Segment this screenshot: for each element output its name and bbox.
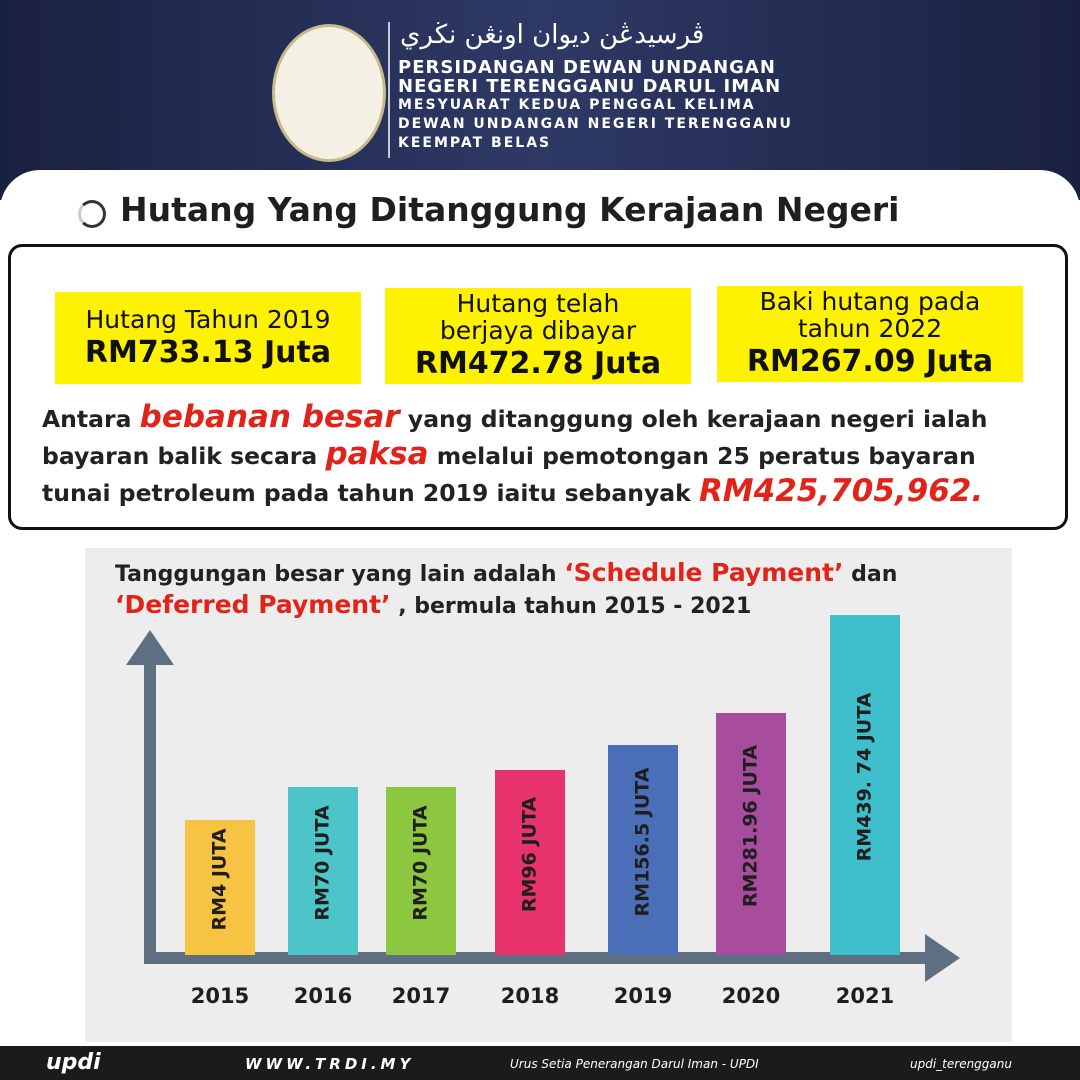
header-line: PERSIDANGAN DEWAN UNDANGAN (398, 57, 776, 78)
footer-social: updi_terengganu (910, 1057, 1012, 1071)
emphasis: ‘Schedule Payment’ (564, 558, 844, 587)
bar (495, 770, 565, 955)
year-label: 2018 (501, 984, 559, 1008)
text: Antara (42, 405, 140, 433)
emphasis: ‘Deferred Payment’ (115, 590, 391, 619)
bar-label: RM4 JUTA (209, 828, 231, 930)
text: melalui pemotongan 25 peratus bayaran tu… (42, 442, 976, 507)
year-label: 2021 (836, 984, 894, 1008)
card: Hutang telah berjaya dibayar RM472.78 Juta (385, 288, 691, 384)
emphasis: paksa (325, 436, 429, 472)
header-line: DEWAN UNDANGAN NEGERI TERENGGANU (398, 116, 793, 132)
card-label: tahun 2022 (797, 314, 943, 343)
card-amount: RM472.78 Juta (414, 346, 662, 381)
section-title: Hutang Yang Ditanggung Kerajaan Negeri (120, 190, 900, 229)
paragraph: Antara bebanan besar yang ditanggung ole… (42, 400, 1052, 511)
separator (388, 22, 390, 158)
emphasis: RM425,705,962. (698, 473, 984, 509)
footer-logo: updi (46, 1050, 101, 1075)
bar (185, 820, 255, 955)
text: dan (843, 562, 898, 587)
bar (386, 787, 456, 955)
header-lines: PERSIDANGAN DEWAN UNDANGAN NEGERI TERENGG… (398, 58, 793, 153)
text: yang ditanggung oleh kerajaan negeri ial… (42, 405, 988, 470)
card-label: Hutang Tahun 2019 (85, 305, 331, 334)
header-band (0, 0, 1080, 200)
year-label: 2020 (722, 984, 780, 1008)
emphasis: bebanan besar (139, 399, 400, 435)
year-label: 2016 (294, 984, 352, 1008)
header-line: KEEMPAT BELAS (398, 135, 552, 151)
x-arrowhead (925, 934, 960, 982)
header-line: MESYUARAT KEDUA PENGGAL KELIMA (398, 97, 756, 113)
card: Baki hutang pada tahun 2022 RM267.09 Juta (717, 286, 1023, 382)
card-label: Baki hutang pada (759, 287, 981, 316)
card-amount: RM267.09 Juta (746, 344, 994, 379)
bar (716, 713, 786, 955)
crest (272, 24, 386, 162)
bar (830, 615, 900, 955)
y-arrowhead (126, 630, 174, 665)
chart-heading: Tanggungan besar yang lain adalah ‘Sched… (115, 558, 995, 622)
card-amount: RM733.13 Juta (84, 335, 332, 370)
bullet (78, 200, 106, 228)
bar-label: RM70 JUTA (410, 805, 432, 921)
text: Tanggungan besar yang lain adalah (115, 562, 565, 587)
year-label: 2017 (392, 984, 450, 1008)
header-line: NEGERI TERENGGANU DARUL IMAN (398, 76, 782, 97)
jawi-title: ڤرسيدڠن ديوان اونڠن نڬري (400, 20, 705, 50)
footer-site: WWW.TRDI.MY (245, 1055, 415, 1073)
card-label: berjaya dibayar (439, 316, 637, 345)
footer: updi WWW.TRDI.MY Urus Setia Penerangan D… (0, 1046, 1080, 1080)
bar (288, 787, 358, 955)
debt-box (8, 244, 1068, 530)
bar-label: RM70 JUTA (312, 805, 334, 921)
bar-label: RM156.5 JUTA (632, 767, 654, 916)
bar-label: RM96 JUTA (519, 797, 541, 913)
bar-label: RM439. 74 JUTA (854, 692, 876, 861)
year-label: 2015 (191, 984, 249, 1008)
bar-label: RM281.96 JUTA (740, 745, 762, 907)
bar (608, 745, 678, 955)
card: Hutang Tahun 2019 RM733.13 Juta (55, 292, 361, 384)
footer-facebook: Urus Setia Penerangan Darul Iman - UPDI (510, 1057, 759, 1071)
card-label: Hutang telah (456, 289, 620, 318)
year-label: 2019 (614, 984, 672, 1008)
bar-graphic: RM4 JUTA 2015 RM70 JUTA 2016 RM70 JUTA 2017 RM… (126, 615, 960, 1008)
text: , bermula tahun 2015 - 2021 (390, 594, 752, 619)
